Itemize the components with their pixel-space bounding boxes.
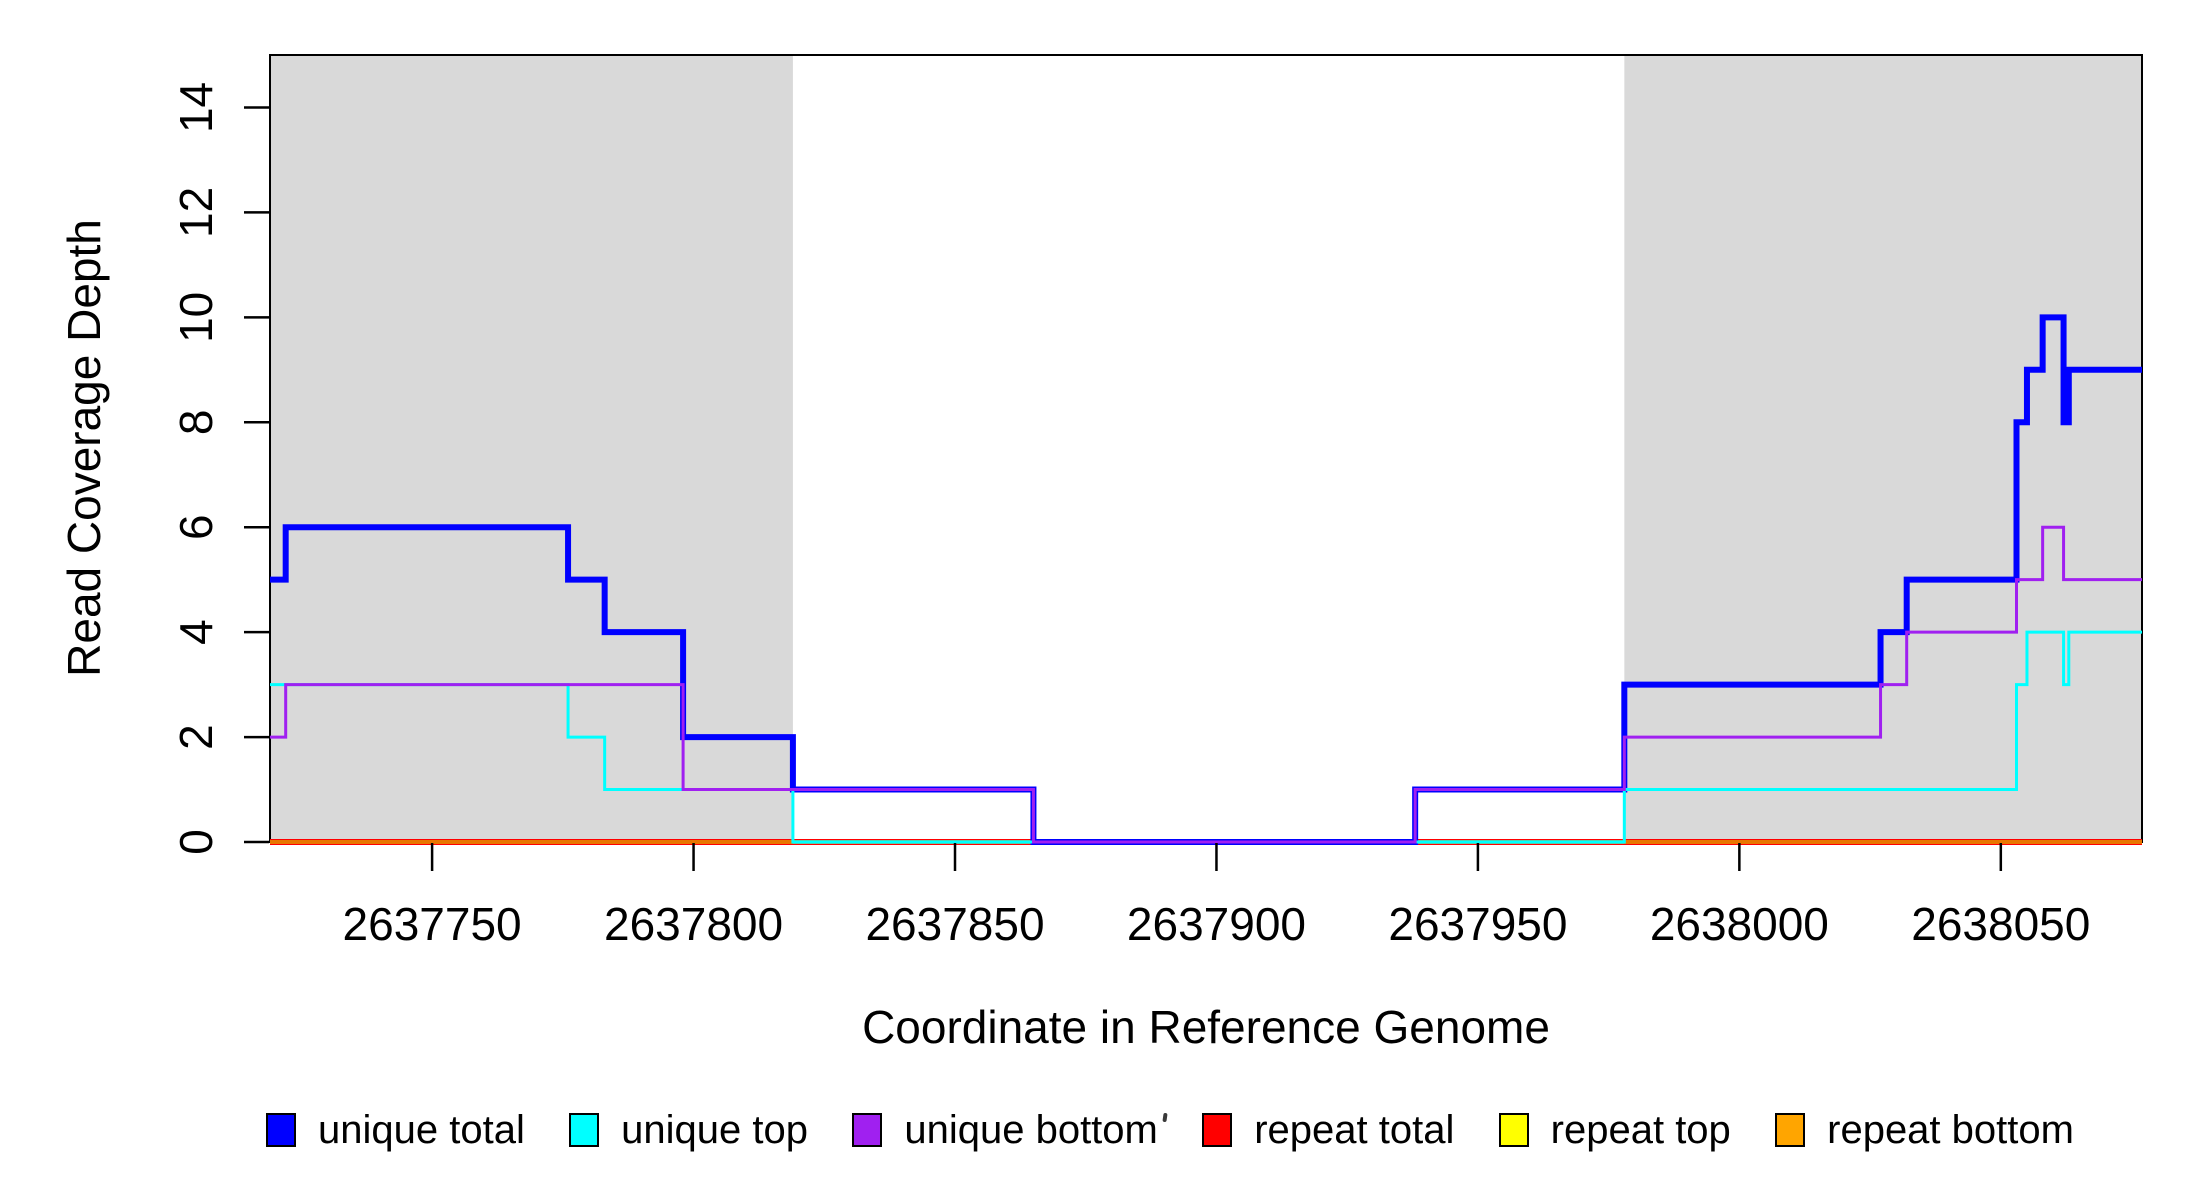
legend-label: unique bottom [904,1108,1158,1152]
axis-tick-labels: 2637750 2637800 2637850 2637900 2637950 26380… [170,82,2090,950]
legend-color-chip [569,1113,600,1147]
legend-color-chip [852,1113,883,1147]
highlight-regions [270,55,2142,842]
legend-item-unique-bottom: unique bottom [852,1110,1158,1150]
legend-label: repeat top [1550,1108,1731,1152]
legend-item-repeat-top: repeat top [1498,1108,1731,1152]
y-tick-label: 8 [170,409,222,435]
y-axis-title: Read Coverage Depth [58,219,110,677]
chart-legend: unique total unique top unique bottom repea… [266,1102,2074,1158]
x-tick-label: 2637750 [343,898,522,950]
gene-region-highlight [270,55,793,842]
x-tick-label: 2637850 [865,898,1044,950]
legend-color-chip [1202,1113,1233,1147]
legend-color-chip [266,1113,296,1147]
x-axis-title: Coordinate in Reference Genome [862,1001,1550,1053]
series-lines [270,314,2142,845]
axis-ticks [244,106,2003,871]
x-tick-label: 2637950 [1388,898,1567,950]
legend-item-unique-top: unique top [569,1110,808,1150]
series-line-unique-top [270,630,2142,844]
legend-item-repeat-bottom: repeat bottom [1775,1110,2074,1150]
y-tick-label: 12 [170,187,222,238]
legend-label: repeat bottom [1827,1108,2074,1152]
gene-region-highlight [1624,55,2142,842]
legend-color-chip [1498,1113,1529,1147]
y-tick-label: 14 [170,82,222,133]
x-tick-label: 2637900 [1127,898,1306,950]
legend-item-repeat-total: repeat total [1202,1110,1454,1150]
y-tick-label: 2 [170,724,222,750]
x-tick-label: 2638050 [1911,898,2090,950]
legend-item-unique-total: unique total [266,1110,525,1150]
x-tick-label: 2637800 [604,898,783,950]
y-tick-label: 4 [170,619,222,645]
series-line-unique-bottom [270,525,2142,844]
y-tick-label: 0 [170,829,222,855]
legend-label: unique total [318,1108,525,1152]
legend-color-chip [1775,1113,1806,1147]
y-tick-label: 10 [170,292,222,343]
legend-label: unique top [621,1108,809,1152]
y-tick-label: 6 [170,514,222,540]
legend-label: repeat total [1254,1108,1455,1152]
x-tick-label: 2638000 [1650,898,1829,950]
